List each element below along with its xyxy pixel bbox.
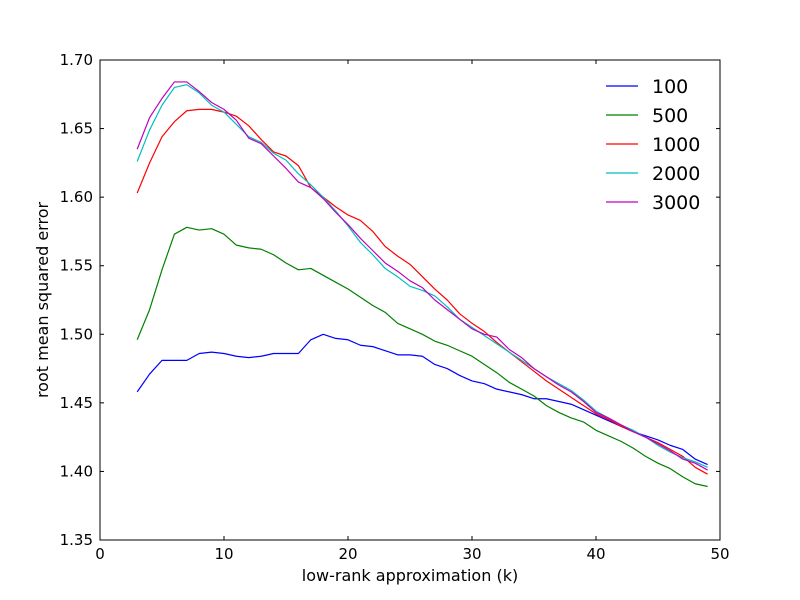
- y-tick-label: 1.50: [60, 325, 93, 343]
- x-axis-label: low-rank approximation (k): [302, 566, 518, 585]
- y-tick-label: 1.60: [60, 188, 93, 206]
- legend-label-500: 500: [652, 105, 688, 127]
- series-line-1000: [137, 109, 707, 474]
- legend: 100 500 1000 2000 3000: [606, 76, 700, 214]
- plot-frame: [100, 60, 720, 540]
- series-layer: [137, 82, 707, 487]
- ticks-layer: 0 10 20 30 40 50 1.35 1.40 1.45 1.50 1.55 1.60 1.65 1…: [60, 51, 730, 563]
- x-tick-label: 40: [586, 545, 605, 563]
- y-tick-label: 1.70: [60, 51, 93, 69]
- legend-label-2000: 2000: [652, 163, 700, 185]
- y-tick-label: 1.40: [60, 462, 93, 480]
- legend-label-3000: 3000: [652, 192, 700, 214]
- y-tick-label: 1.45: [60, 394, 93, 412]
- x-tick-label: 10: [214, 545, 233, 563]
- y-tick-label: 1.35: [60, 531, 93, 549]
- legend-label-100: 100: [652, 76, 688, 98]
- y-tick-label: 1.65: [60, 120, 93, 138]
- x-tick-label: 0: [95, 545, 105, 563]
- x-tick-label: 50: [710, 545, 729, 563]
- y-axis-label: root mean squared error: [33, 202, 52, 399]
- y-tick-label: 1.55: [60, 257, 93, 275]
- x-tick-label: 30: [462, 545, 481, 563]
- legend-label-1000: 1000: [652, 134, 700, 156]
- x-tick-label: 20: [338, 545, 357, 563]
- series-line-100: [137, 334, 707, 464]
